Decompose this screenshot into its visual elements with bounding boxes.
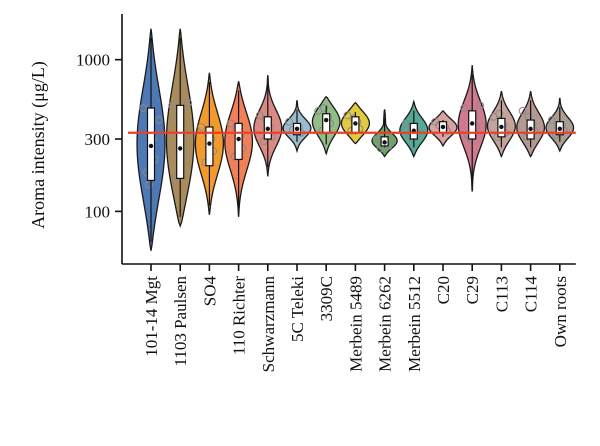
- violin-c114: [516, 91, 546, 158]
- x-tick-label: Merbein 5512: [405, 276, 424, 372]
- violin-group: [136, 28, 575, 251]
- data-point: [255, 111, 264, 120]
- median-marker: [353, 121, 358, 126]
- y-tick-label: 100: [85, 202, 111, 221]
- median-marker: [382, 140, 387, 145]
- median-marker: [148, 143, 154, 149]
- x-tick-label: 1103 Paulsen: [171, 276, 190, 367]
- x-tick-label: C20: [434, 276, 453, 304]
- x-tick-label: Own roots: [551, 276, 570, 347]
- x-tick-label: C29: [463, 276, 482, 304]
- data-point: [145, 180, 153, 189]
- data-point: [489, 112, 498, 121]
- x-tick-label: Merbein 5489: [346, 276, 365, 372]
- data-point: [401, 119, 410, 128]
- median-marker: [294, 126, 300, 132]
- violin-c29: [457, 65, 487, 192]
- iqr-box: [176, 104, 185, 179]
- iqr-box: [205, 126, 214, 167]
- x-tick-label: C113: [492, 276, 511, 312]
- median-marker: [324, 117, 329, 123]
- violin-1103-paulsen: [165, 28, 195, 229]
- violin-c113: [486, 91, 516, 159]
- data-point: [184, 98, 193, 107]
- median-marker: [178, 146, 183, 151]
- x-axis: 101-14 Mgt 1103 Paulsen SO4 110 Richter Schw…: [122, 263, 576, 373]
- violin-merbein-5489: [340, 101, 371, 145]
- median-marker: [236, 136, 241, 142]
- data-point: [518, 106, 527, 115]
- violin-schwarzmann: [253, 75, 283, 177]
- violin-5c-teleki: [282, 100, 312, 154]
- data-point: [476, 101, 485, 110]
- median-marker: [557, 126, 562, 132]
- x-tick-label: 110 Richter: [230, 276, 249, 355]
- violin-101-14-mgt: [136, 28, 166, 251]
- data-point: [460, 104, 469, 112]
- violin-own-roots: [545, 97, 575, 153]
- x-tick-label: C114: [522, 276, 541, 313]
- violin-c20: [428, 109, 458, 148]
- y-axis: 100 300 1000: [76, 14, 123, 264]
- median-marker: [440, 124, 446, 130]
- median-marker: [470, 121, 475, 126]
- x-tick-label: SO4: [200, 276, 219, 307]
- data-point: [168, 101, 177, 110]
- data-point: [547, 116, 556, 124]
- data-point: [285, 117, 293, 126]
- y-tick-label: 300: [85, 130, 111, 149]
- median-marker: [528, 126, 533, 132]
- violin-110-richter: [224, 81, 254, 217]
- violin-merbein-5512: [399, 99, 429, 158]
- x-tick-label: 101-14 Mgt: [142, 276, 161, 357]
- x-tick-label: 3309C: [317, 276, 336, 321]
- data-point: [155, 116, 163, 124]
- x-tick-label: Merbein 6262: [376, 276, 395, 372]
- violin-so4: [194, 72, 225, 215]
- x-tick-label: Schwarzmann: [259, 276, 278, 373]
- data-point: [343, 111, 352, 120]
- median-marker: [207, 141, 212, 146]
- data-point: [495, 109, 504, 118]
- data-point: [226, 119, 235, 128]
- iqr-box: [234, 122, 243, 161]
- iqr-box: [322, 113, 331, 134]
- x-tick-label: 5C Teleki: [288, 276, 307, 342]
- violin-3309c: [311, 95, 341, 156]
- data-point: [197, 123, 206, 131]
- data-point: [320, 104, 329, 112]
- median-marker: [499, 124, 504, 130]
- y-tick-label: 1000: [76, 51, 110, 70]
- data-point: [139, 104, 147, 112]
- median-marker: [265, 126, 270, 132]
- y-axis-title: Aroma intensity (μg/L): [28, 61, 49, 229]
